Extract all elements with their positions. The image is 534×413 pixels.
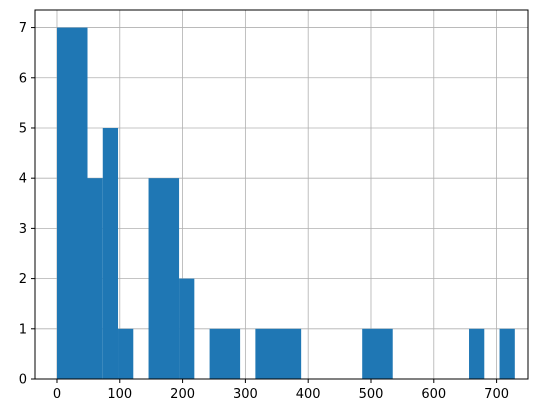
y-axis-ticks: 0 1 2 3 4 5 6 7 xyxy=(19,21,35,388)
y-tick-label: 0 xyxy=(19,373,27,388)
x-tick-label: 600 xyxy=(421,387,446,402)
x-tick-label: 200 xyxy=(170,387,195,402)
y-tick-label: 2 xyxy=(19,272,27,287)
x-tick-label: 300 xyxy=(233,387,258,402)
y-tick-label: 6 xyxy=(19,71,27,86)
histogram-bar xyxy=(56,27,88,379)
histogram-bar xyxy=(255,328,302,379)
histogram-bar xyxy=(87,178,103,379)
x-tick-label: 400 xyxy=(296,387,321,402)
histogram-bar xyxy=(179,278,195,379)
x-tick-label: 0 xyxy=(53,387,61,402)
histogram-bar xyxy=(148,178,180,379)
x-axis-ticks: 0 100 200 300 400 500 600 700 xyxy=(53,379,509,402)
histogram-bar xyxy=(362,328,393,379)
y-tick-label: 3 xyxy=(19,222,27,237)
y-tick-label: 7 xyxy=(19,21,27,36)
x-tick-label: 100 xyxy=(107,387,132,402)
x-tick-label: 700 xyxy=(484,387,509,402)
histogram-bar xyxy=(469,328,485,379)
y-tick-label: 5 xyxy=(19,121,27,136)
histogram-bar xyxy=(102,127,119,380)
x-tick-label: 500 xyxy=(359,387,384,402)
histogram-bar xyxy=(499,328,515,379)
y-tick-label: 1 xyxy=(19,322,27,337)
y-tick-label: 4 xyxy=(19,172,27,187)
histogram-bars xyxy=(56,27,515,380)
histogram-bar xyxy=(118,328,134,379)
histogram-bar xyxy=(209,328,241,379)
axes-frame xyxy=(34,9,529,380)
